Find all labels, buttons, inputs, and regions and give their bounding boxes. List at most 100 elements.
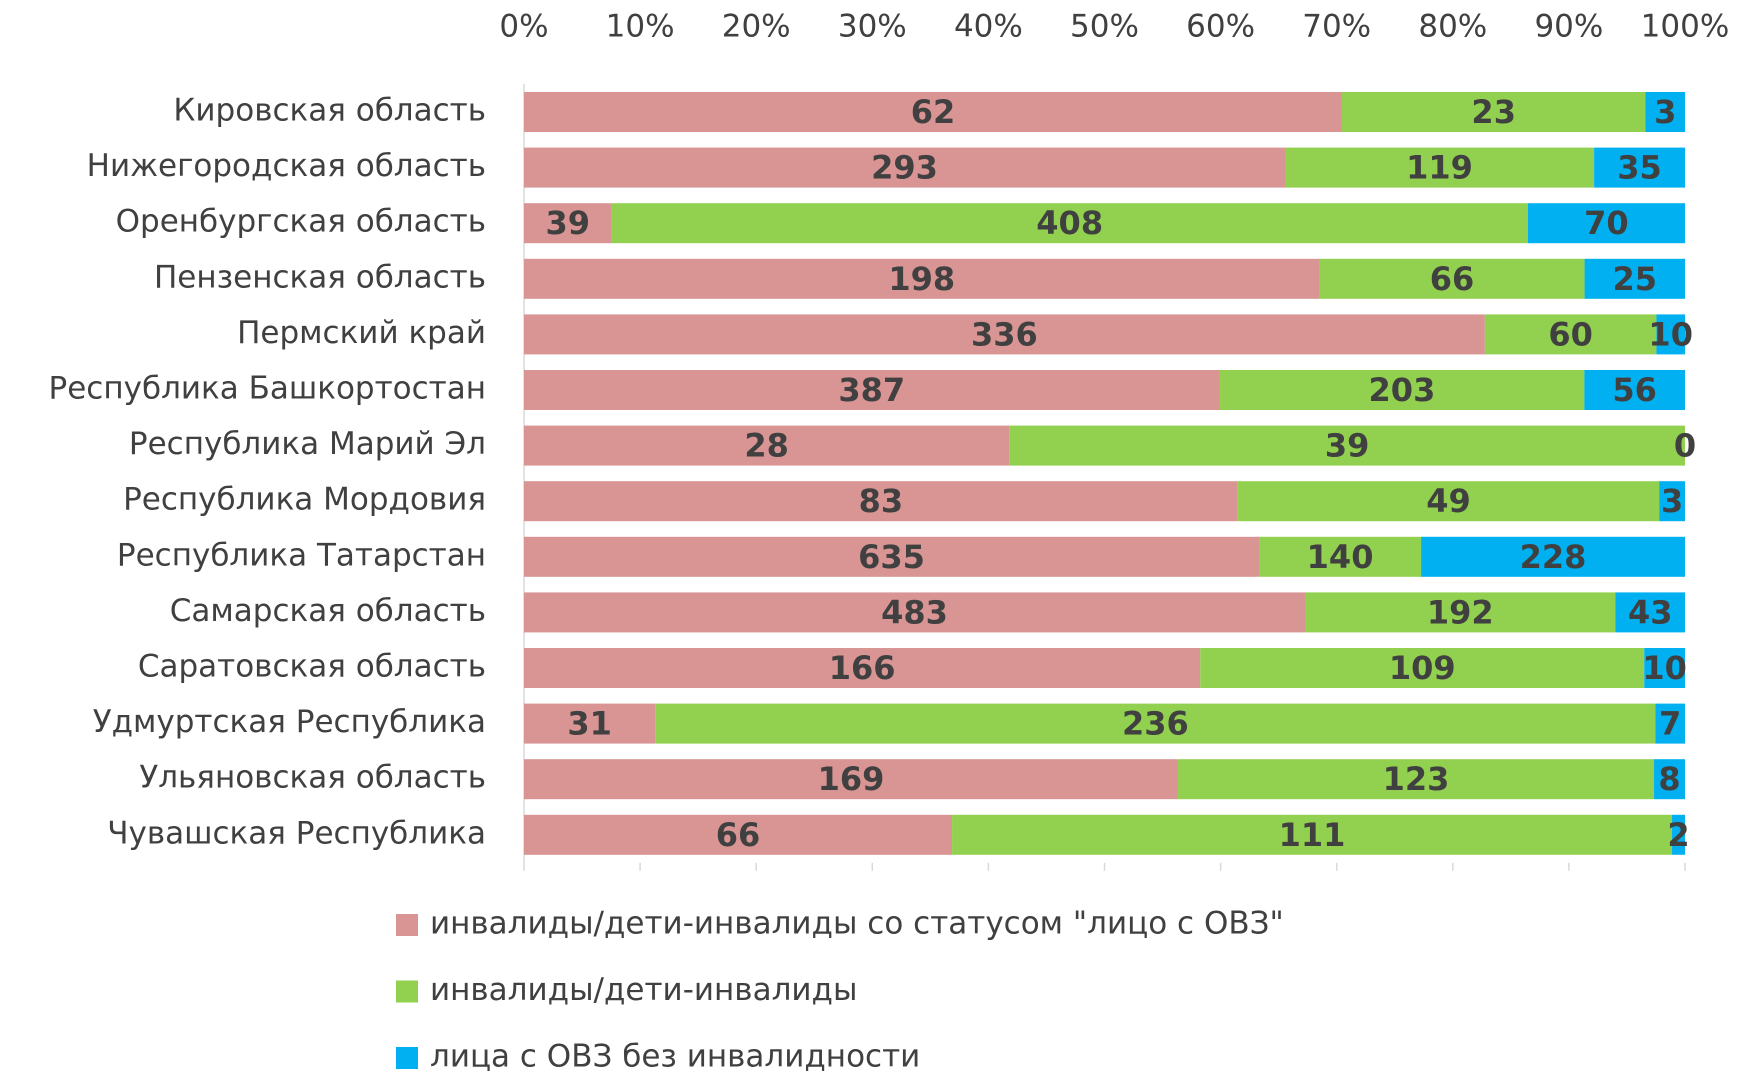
data-label: 2 [1667, 816, 1689, 854]
bar-segment [1219, 370, 1585, 410]
data-label: 28 [744, 427, 789, 465]
bar-segment [524, 759, 1179, 800]
data-label: 39 [1325, 427, 1370, 465]
bar-segment [952, 814, 1673, 855]
y-tick-label: Удмуртская Республика [93, 704, 486, 740]
x-tick-label: 50% [1070, 9, 1139, 45]
x-tick-label: 40% [954, 9, 1023, 45]
bar-segment [524, 592, 1306, 633]
x-tick-label: 20% [722, 9, 791, 45]
y-tick-label: Республика Мордовия [123, 482, 486, 518]
data-label: 3 [1654, 93, 1676, 131]
data-label: 203 [1369, 371, 1436, 409]
bar-segment [1655, 703, 1685, 744]
bar-segment [524, 92, 1342, 132]
x-tick-label: 70% [1302, 9, 1371, 45]
bar-segment [1259, 536, 1422, 577]
y-tick-label: Ульяновская область [139, 760, 486, 796]
bar-segment [1654, 759, 1685, 800]
bar-segment [1285, 147, 1595, 188]
legend-swatch [396, 914, 418, 936]
bar-segment [1594, 147, 1685, 188]
bar-segment [524, 536, 1260, 577]
data-label: 10 [1648, 315, 1693, 353]
bar-segment [1615, 592, 1685, 633]
data-label: 0 [1674, 427, 1696, 465]
bar-segment [1421, 536, 1685, 577]
data-label: 8 [1658, 760, 1680, 798]
bar-segment [524, 147, 1286, 188]
data-label: 56 [1612, 371, 1657, 409]
bar-segment [1319, 258, 1585, 299]
legend-swatch [396, 980, 418, 1003]
bar-segment [1527, 203, 1685, 244]
data-label: 39 [546, 204, 591, 242]
legend-label: инвалиды/дети-инвалиды со статусом "лицо… [430, 906, 1284, 942]
data-label: 62 [911, 93, 956, 131]
y-tick-label: Саратовская область [138, 649, 486, 685]
bar-segment [1584, 258, 1685, 299]
bar-segment [524, 814, 953, 855]
data-label: 3 [1661, 482, 1683, 520]
data-label: 140 [1307, 538, 1374, 576]
x-tick-label: 90% [1534, 9, 1603, 45]
y-tick-label: Пермский край [237, 315, 486, 351]
data-label: 25 [1613, 260, 1658, 298]
data-label: 408 [1036, 204, 1103, 242]
data-label: 109 [1389, 649, 1456, 687]
bar-segment [524, 314, 1485, 355]
data-label: 169 [818, 760, 885, 798]
bar-segment [1644, 648, 1685, 688]
data-label: 336 [971, 315, 1038, 353]
bar-segment [1659, 481, 1685, 522]
bar-segment [524, 648, 1201, 688]
y-tick-label: Республика Марий Эл [129, 426, 486, 462]
x-tick-label: 60% [1186, 9, 1255, 45]
data-label: 123 [1383, 760, 1450, 798]
bar-segment [1200, 648, 1645, 688]
x-tick-label: 0% [499, 9, 548, 45]
legend-label: лица с ОВЗ без инвалидности [430, 1039, 920, 1075]
data-label: 198 [888, 260, 955, 298]
bar-segment [1237, 481, 1660, 522]
bar-segment [524, 425, 1010, 466]
bar-segment [524, 370, 1220, 410]
bar-segment [1178, 759, 1655, 800]
y-tick-label: Оренбургская область [116, 204, 486, 240]
data-label: 387 [838, 371, 905, 409]
x-tick-label: 30% [838, 9, 907, 45]
bar-segment [1645, 92, 1685, 132]
data-label: 60 [1548, 315, 1593, 353]
x-tick-label: 10% [606, 9, 675, 45]
data-label: 483 [881, 593, 948, 631]
bar-segment [611, 203, 1528, 244]
data-label: 83 [859, 482, 904, 520]
data-label: 31 [567, 705, 612, 743]
bar-segment [1341, 92, 1646, 132]
data-label: 635 [858, 538, 925, 576]
y-tick-label: Республика Татарстан [117, 537, 486, 573]
data-label: 119 [1406, 149, 1473, 187]
bar-segment [1484, 314, 1657, 355]
data-label: 66 [716, 816, 761, 854]
data-label: 228 [1520, 538, 1587, 576]
data-label: 10 [1642, 649, 1687, 687]
data-label: 49 [1426, 482, 1471, 520]
bar-segment [1305, 592, 1616, 633]
y-tick-label: Самарская область [170, 593, 486, 629]
data-label: 166 [829, 649, 896, 687]
data-label: 35 [1617, 149, 1662, 187]
bar-segment [655, 703, 1656, 744]
data-label: 43 [1628, 593, 1673, 631]
y-tick-label: Пензенская область [154, 259, 486, 295]
data-label: 70 [1584, 204, 1629, 242]
bar-segment [524, 258, 1320, 299]
y-tick-label: Нижегородская область [87, 148, 486, 184]
bar-segment [1656, 314, 1685, 355]
data-label: 192 [1427, 593, 1494, 631]
x-tick-label: 100% [1641, 9, 1730, 45]
bar-segment [524, 703, 656, 744]
y-tick-label: Республика Башкортостан [49, 371, 486, 407]
bar-segment [524, 481, 1238, 522]
